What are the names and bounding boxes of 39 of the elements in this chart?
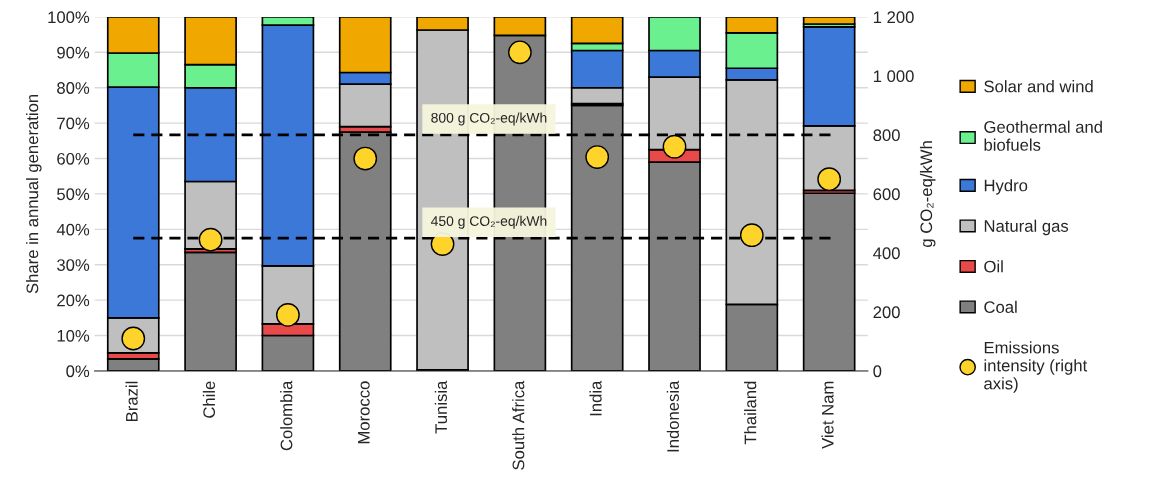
y2-tick-label: 400 [873,247,900,260]
x-tick-label: South Africa [512,380,525,470]
y2-tick-label: 1 000 [873,70,914,83]
legend-label: Coal [984,300,1017,313]
x-tick-label: Brazil [125,381,138,421]
y-tick-label: 60% [57,152,90,165]
x-tick-label: Indonesia [666,380,679,452]
y-tick-label: 40% [56,223,90,236]
legend-label: Geothermal and biofuels [984,120,1102,151]
y2-tick-label: 800 [873,129,900,142]
y2-tick-label: 0 [873,365,882,378]
y2-axis-title: g CO₂-eq/kWh [919,141,936,247]
x-tick-label: Morocco [358,381,370,444]
ref-line-label: 450 g CO₂-eq/kWh [431,215,547,229]
ref-line-label: 800 g CO₂-eq/kWh [431,112,547,126]
y-tick-label: 100% [48,11,90,24]
y-tick-label: 80% [57,82,90,94]
legend-label: Solar and wind [984,80,1093,93]
y-tick-label: 70% [57,117,90,130]
legend-label: Natural gas [984,219,1069,236]
y2-tick-label: 600 [873,188,900,201]
legend-label: Oil [984,260,1003,273]
y2-tick-label: 200 [873,306,900,319]
x-tick-label: Tunisia [434,380,448,434]
y-tick-label: 0% [66,365,90,378]
x-tick-label: Thailand [744,381,757,445]
y-tick-label: 30% [57,259,90,271]
x-tick-label: Chile [202,381,216,418]
y-tick-label: 20% [57,294,90,307]
x-tick-label: India [589,380,602,416]
x-tick-label: Colombia [280,380,293,451]
y-tick-label: 10% [57,329,90,342]
x-tick-label: Viet Nam [821,381,834,449]
y-tick-label: 90% [57,46,90,59]
y-axis-title: Share in annual generation [26,94,42,294]
legend-label: Emissions intensity (right axis) [984,341,1088,393]
y2-tick-label: 1 200 [873,11,914,24]
legend-label: Hydro [984,179,1028,195]
y-tick-label: 50% [57,188,90,201]
